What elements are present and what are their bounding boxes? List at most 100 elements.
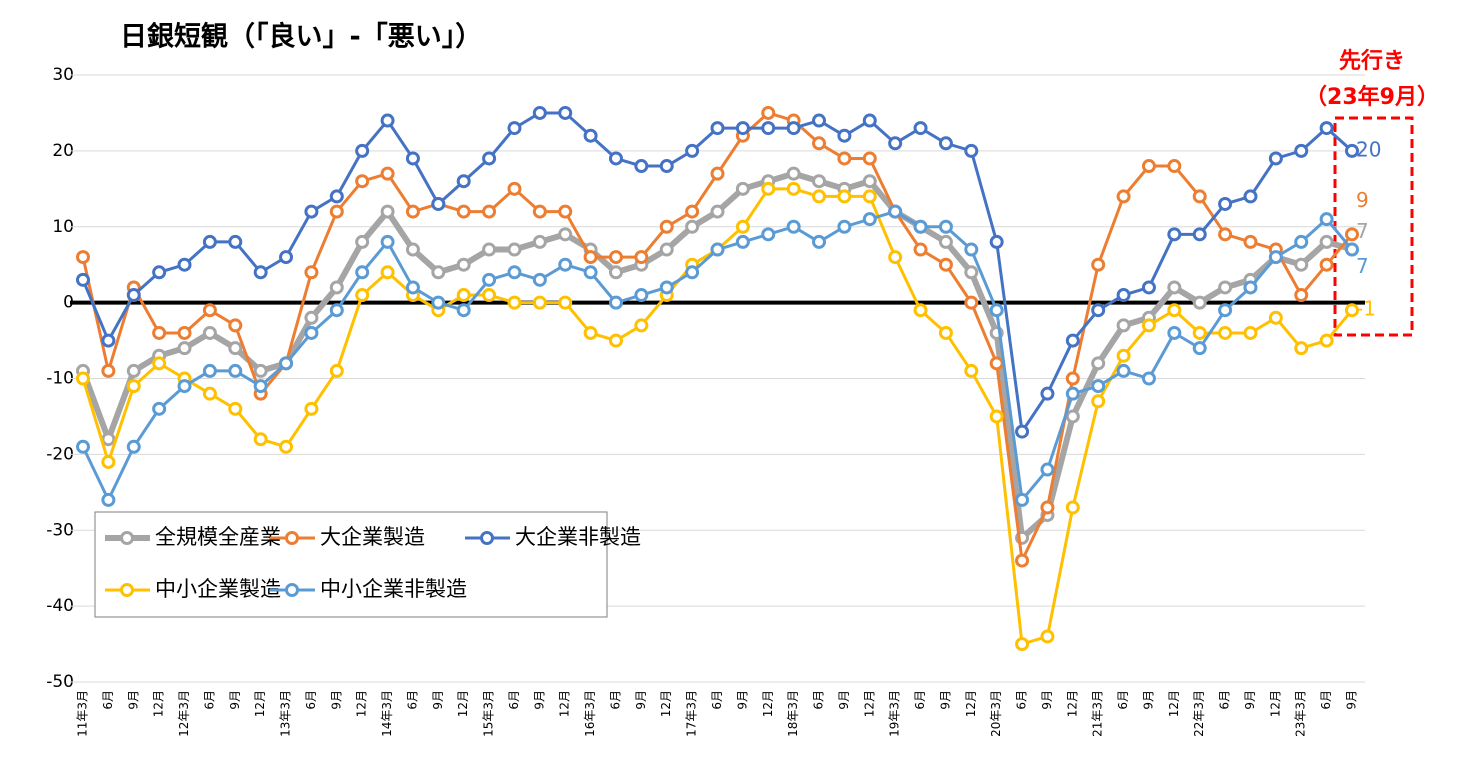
data-point <box>431 196 446 211</box>
data-point <box>279 356 294 371</box>
data-point <box>659 280 674 295</box>
x-tick-label: 9月 <box>735 690 749 710</box>
data-point <box>1243 280 1258 295</box>
legend-marker <box>120 531 134 545</box>
data-point <box>938 325 953 340</box>
x-tick-label: 12月 <box>862 690 876 717</box>
data-point <box>989 409 1004 424</box>
data-point <box>1141 371 1156 386</box>
data-point <box>558 257 573 272</box>
data-point <box>1065 500 1080 515</box>
x-tick-label: 6月 <box>913 690 927 710</box>
data-point <box>228 234 243 249</box>
data-point <box>532 105 547 120</box>
data-point <box>634 288 649 303</box>
x-tick-label: 9月 <box>1345 690 1359 710</box>
data-point <box>329 189 344 204</box>
legend-label: 中小企業非製造 <box>320 577 467 601</box>
data-point <box>1065 386 1080 401</box>
legend-marker <box>285 583 299 597</box>
legend-label: 中小企業製造 <box>155 577 281 601</box>
data-point <box>1015 492 1030 507</box>
y-tick-label: -50 <box>46 672 74 692</box>
data-point <box>583 250 598 265</box>
data-point <box>329 204 344 219</box>
data-point <box>938 136 953 151</box>
data-point <box>507 242 522 257</box>
data-point <box>964 295 979 310</box>
data-point <box>761 105 776 120</box>
data-point <box>735 234 750 249</box>
data-point <box>126 379 141 394</box>
data-point <box>862 189 877 204</box>
data-point <box>456 303 471 318</box>
data-point <box>507 181 522 196</box>
data-point <box>1268 250 1283 265</box>
data-point <box>1319 212 1334 227</box>
end-value-label: 7 <box>1356 219 1369 243</box>
annotation: 先行き <box>1339 48 1405 74</box>
data-point <box>253 432 268 447</box>
data-point <box>913 219 928 234</box>
x-tick-label: 9月 <box>634 690 648 710</box>
data-point <box>101 454 116 469</box>
data-point <box>202 234 217 249</box>
x-tick-label: 9月 <box>126 690 140 710</box>
legend-box <box>94 511 608 618</box>
data-point <box>710 166 725 181</box>
data-point <box>1192 341 1207 356</box>
data-point <box>456 288 471 303</box>
data-point <box>355 234 370 249</box>
data-point <box>177 341 192 356</box>
data-point <box>812 234 827 249</box>
data-point <box>507 121 522 136</box>
data-point <box>1294 143 1309 158</box>
x-tick-label: 6月 <box>202 690 216 710</box>
data-point <box>228 363 243 378</box>
x-tick-label: 12月 <box>456 690 470 717</box>
data-point <box>862 212 877 227</box>
annotation: （23年9月） <box>1305 84 1439 110</box>
data-point <box>152 325 167 340</box>
data-point <box>634 250 649 265</box>
data-point <box>608 250 623 265</box>
data-point <box>152 401 167 416</box>
data-point <box>1294 341 1309 356</box>
data-point <box>558 105 573 120</box>
x-tick-label: 6月 <box>1015 690 1029 710</box>
x-tick-label: 9月 <box>1040 690 1054 710</box>
x-tick-label: 12月 <box>355 690 369 717</box>
data-point <box>710 204 725 219</box>
data-point <box>608 265 623 280</box>
y-tick-label: -10 <box>46 369 74 389</box>
data-point <box>1040 500 1055 515</box>
data-point <box>152 356 167 371</box>
y-tick-label: 20 <box>52 141 74 161</box>
data-point <box>329 280 344 295</box>
data-point <box>152 265 167 280</box>
data-point <box>532 234 547 249</box>
data-point <box>1294 257 1309 272</box>
data-point <box>1091 379 1106 394</box>
data-point <box>837 151 852 166</box>
data-point <box>253 379 268 394</box>
data-point <box>76 250 90 265</box>
data-point <box>938 257 953 272</box>
data-point <box>1319 333 1334 348</box>
data-point <box>1294 288 1309 303</box>
data-point <box>76 272 90 287</box>
end-value-label: 20 <box>1356 137 1381 161</box>
data-point <box>1116 363 1131 378</box>
legend-label: 大企業非製造 <box>515 525 641 549</box>
data-point <box>1319 257 1334 272</box>
data-point <box>253 363 268 378</box>
data-point <box>812 189 827 204</box>
y-tick-label: 30 <box>52 65 74 85</box>
data-point <box>888 204 903 219</box>
data-point <box>1116 348 1131 363</box>
data-point <box>1268 310 1283 325</box>
end-value-label: -1 <box>1356 297 1376 321</box>
chart-title: 日銀短観（「良い」-「悪い」） <box>120 21 482 53</box>
x-tick-label: 6月 <box>304 690 318 710</box>
data-point <box>989 303 1004 318</box>
